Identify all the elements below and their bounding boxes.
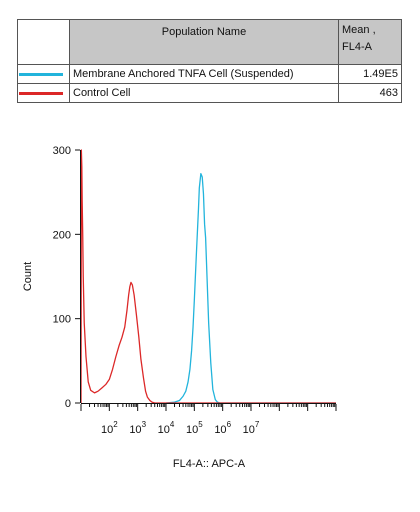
legend-header-mean-line2: FL4-A (342, 41, 372, 53)
x-tick-label: 104 (158, 420, 175, 436)
legend-swatch-tnfa (19, 72, 63, 76)
y-axis-title: Count (22, 262, 34, 291)
y-tick-label: 300 (53, 145, 71, 157)
x-tick-label: 105 (186, 420, 203, 436)
axes-layer (80, 150, 336, 404)
legend-population-name: Membrane Anchored TNFA Cell (Suspended) (69, 64, 339, 84)
y-ticks: 0 100 200 300 (53, 145, 80, 410)
legend-row-tnfa: Membrane Anchored TNFA Cell (Suspended) … (17, 64, 402, 84)
y-tick-label: 200 (53, 229, 71, 241)
legend-mean-value: 463 (338, 83, 402, 103)
legend-mean-value: 1.49E5 (338, 64, 402, 84)
legend-header-mean-line1: Mean , (342, 24, 376, 36)
legend-swatch-control (19, 91, 63, 95)
series-layer (80, 149, 336, 404)
legend-header-empty-cell (17, 19, 70, 65)
x-axis-title: FL4-A:: APC-A (173, 458, 246, 470)
population-legend-table: Population Name Mean , FL4-A Membrane An… (17, 19, 402, 103)
x-tick-label: 102 (101, 420, 118, 436)
x-ticks: 102 103 104 105 106 107 (80, 404, 337, 436)
y-tick-label: 0 (65, 398, 71, 410)
y-tick-label: 100 (53, 314, 71, 326)
legend-population-name: Control Cell (69, 83, 339, 103)
series-line-control (80, 149, 336, 404)
x-tick-label: 103 (129, 420, 146, 436)
x-tick-label: 106 (214, 420, 231, 436)
legend-header-mean: Mean , FL4-A (338, 19, 402, 65)
legend-row-control: Control Cell 463 (17, 83, 402, 103)
series-line-tnfa (165, 172, 336, 404)
x-tick-label: 107 (243, 420, 260, 436)
